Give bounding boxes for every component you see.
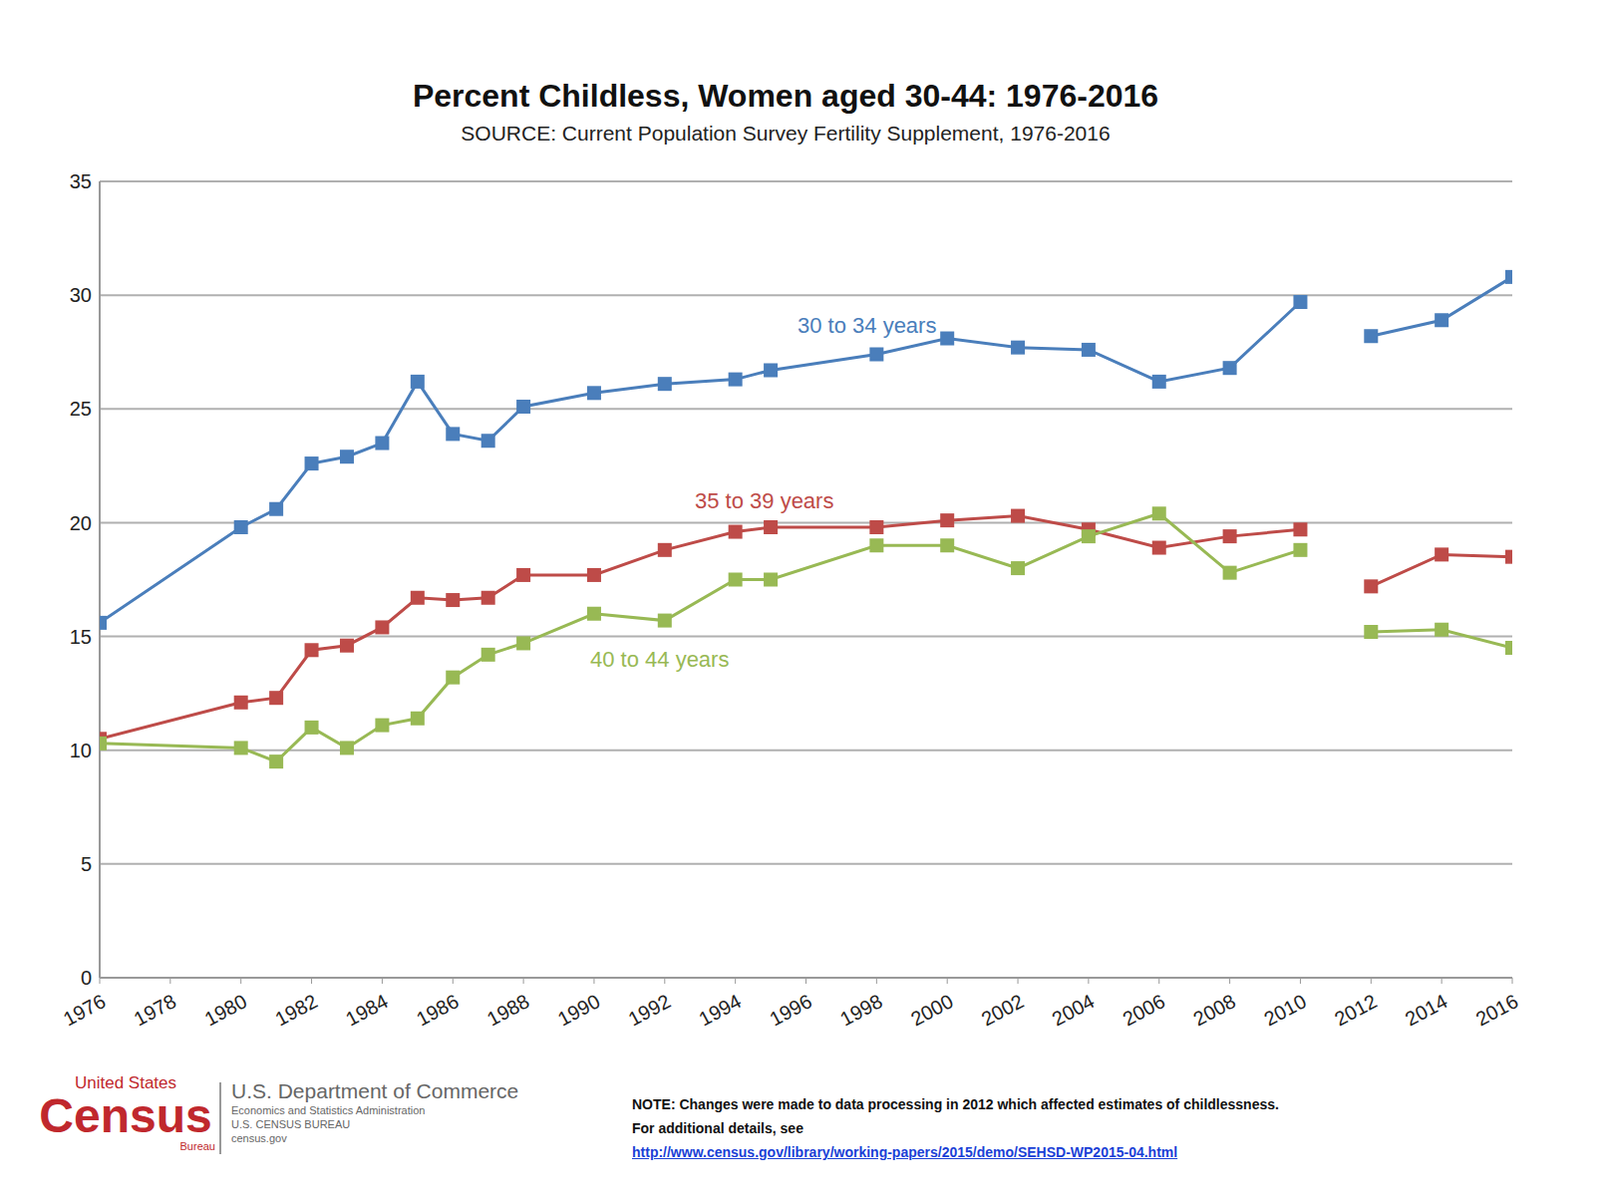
svg-text:1978: 1978 <box>130 989 181 1030</box>
svg-text:1994: 1994 <box>694 989 745 1030</box>
svg-text:2002: 2002 <box>977 989 1028 1030</box>
html-text:40 to 44 years: 40 to 44 years <box>590 646 730 672</box>
html-text:http://www.census.gov/library/: http://www.census.gov/library/working-pa… <box>632 1144 1178 1161</box>
html-text:census.gov: census.gov <box>231 1132 287 1145</box>
svg-text:15: 15 <box>69 626 92 648</box>
html-text:U.S. CENSUS BUREAU: U.S. CENSUS BUREAU <box>231 1118 351 1131</box>
svg-text:2014: 2014 <box>1401 989 1452 1030</box>
svg-text:0: 0 <box>80 966 92 989</box>
svg-text:5: 5 <box>80 853 92 876</box>
svg-text:30: 30 <box>69 284 92 307</box>
svg-text:20: 20 <box>69 512 92 535</box>
svg-text:1976: 1976 <box>59 989 110 1030</box>
svg-text:2008: 2008 <box>1189 989 1240 1030</box>
html-text:For additional details, see: For additional details, see <box>632 1120 804 1137</box>
svg-text:1998: 1998 <box>836 989 887 1030</box>
html-text:United States: United States <box>74 1073 177 1093</box>
svg-text:1980: 1980 <box>200 989 251 1030</box>
svg-text:2000: 2000 <box>907 989 958 1030</box>
svg-text:1984: 1984 <box>341 989 392 1030</box>
svg-text:35: 35 <box>69 170 92 193</box>
html-text:30 to 34 years: 30 to 34 years <box>797 313 937 338</box>
html-text:SOURCE: Current Population Sur: SOURCE: Current Population Survey Fertil… <box>460 121 1111 145</box>
svg-text:1992: 1992 <box>625 989 675 1030</box>
svg-text:25: 25 <box>69 397 92 420</box>
html-text:Census: Census <box>39 1089 213 1143</box>
html-text:Economics and Statistics Admin: Economics and Statistics Administration <box>231 1104 426 1117</box>
svg-text:1986: 1986 <box>412 989 463 1030</box>
svg-text:10: 10 <box>69 739 92 762</box>
svg-text:2010: 2010 <box>1260 989 1310 1030</box>
html-text:U.S. Department of Commerce: U.S. Department of Commerce <box>231 1079 519 1103</box>
html-text:Percent Childless, Women aged: Percent Childless, Women aged 30-44: 197… <box>412 77 1159 114</box>
html-text:Bureau: Bureau <box>179 1140 216 1153</box>
html-text:35 to 39 years: 35 to 39 years <box>694 488 834 514</box>
html-text:NOTE: Changes were made to dat: NOTE: Changes were made to data processi… <box>632 1096 1279 1113</box>
svg-text:2006: 2006 <box>1119 989 1170 1030</box>
svg-text:1982: 1982 <box>271 989 321 1030</box>
svg-text:1988: 1988 <box>483 989 534 1030</box>
svg-text:2004: 2004 <box>1048 989 1099 1030</box>
svg-text:1996: 1996 <box>765 989 816 1030</box>
svg-text:2016: 2016 <box>1472 989 1523 1030</box>
svg-text:2012: 2012 <box>1330 989 1381 1030</box>
svg-text:1990: 1990 <box>554 989 605 1030</box>
